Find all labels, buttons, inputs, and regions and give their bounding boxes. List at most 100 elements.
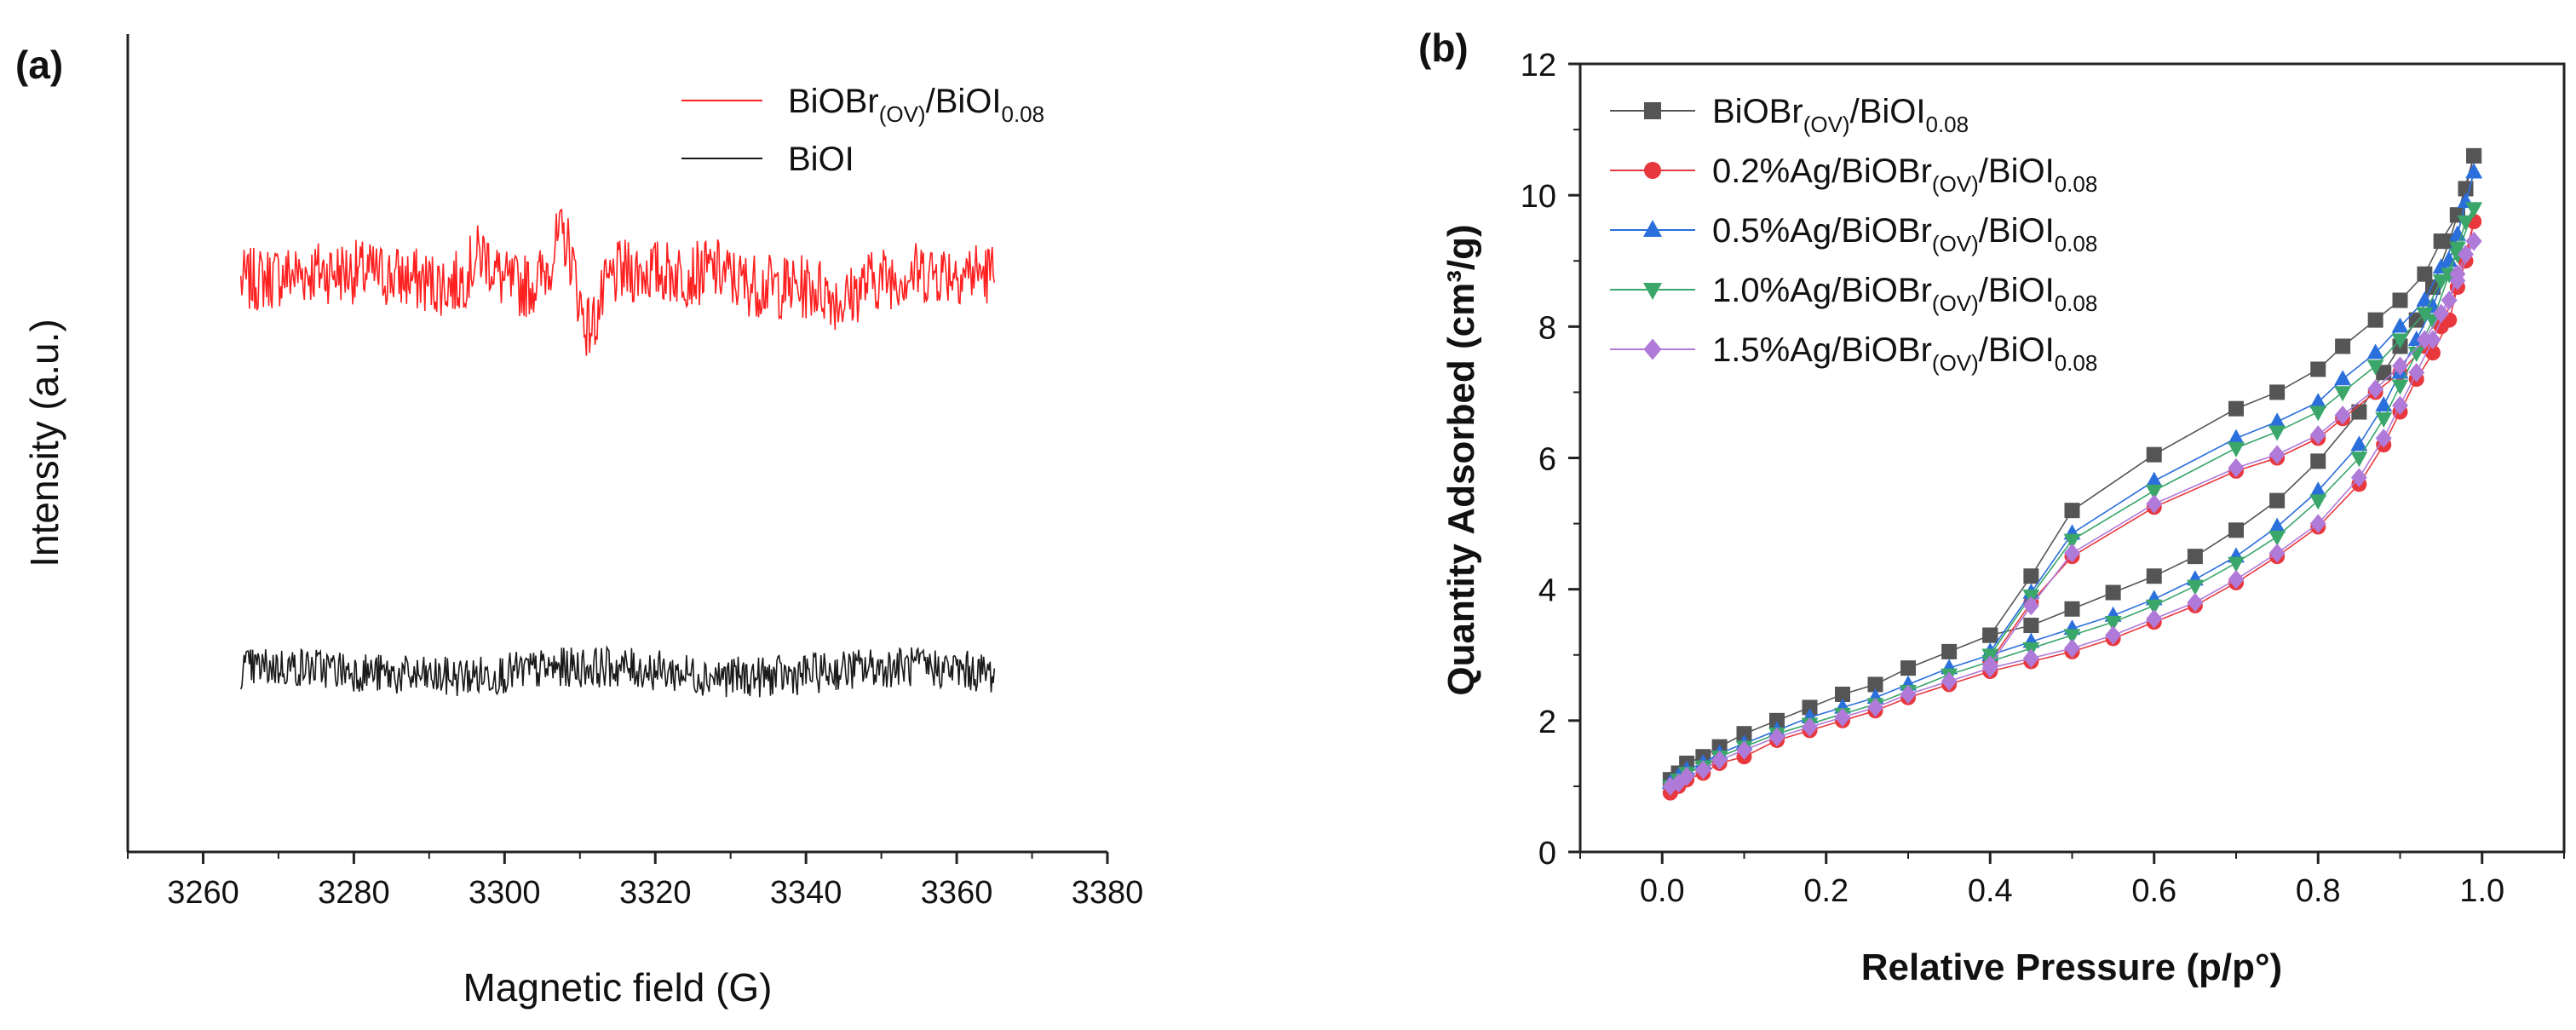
- panel-b-x-tick-label: 1.0: [2459, 873, 2504, 909]
- panel-b-data-point: [1941, 643, 1958, 659]
- panel-b-data-point: [1802, 699, 1818, 716]
- panel-b-data-point: [2145, 471, 2163, 487]
- panel-b-legend-label: 0.2%Ag/BiOBr(OV)/BiOI0.08: [1712, 152, 2097, 197]
- panel-b-series-0: [1662, 147, 2482, 788]
- panel-a-label: (a): [15, 43, 63, 87]
- panel-b-y-tick-label: 6: [1538, 442, 1556, 478]
- panel-b-data-point: [1694, 760, 1711, 780]
- panel-b-data-point: [1900, 684, 1917, 705]
- panel-b-data-point: [2441, 291, 2458, 310]
- panel-b-desorption-line: [1989, 208, 2475, 656]
- panel-a-x-tick-label: 3360: [921, 875, 993, 911]
- panel-b-data-point: [1736, 740, 1752, 760]
- panel-b-data-point: [2023, 618, 2039, 634]
- panel-b-data-point: [2334, 406, 2351, 425]
- panel-b-data-point: [2146, 568, 2162, 584]
- panel-b-data-point: [2432, 274, 2450, 291]
- panel-b-data-point: [2268, 517, 2286, 533]
- panel-b-data-point: [1802, 717, 1818, 737]
- panel-b-data-point: [2375, 412, 2393, 429]
- panel-b-x-tick-label: 0.0: [1640, 873, 1685, 909]
- panel-a-x-tick-label: 3280: [318, 875, 390, 911]
- panel-b-data-point: [2458, 245, 2474, 264]
- panel-b-data-point: [2186, 579, 2204, 596]
- panel-a-legend-label: BiOBr(OV)/BiOI0.08: [788, 83, 1044, 127]
- panel-b-data-point: [2408, 312, 2424, 328]
- panel-a-x-ticks: 3260 3280 3300 3320 3340 3360 3380: [127, 852, 1144, 911]
- panel-b-legend-label: 1.0%Ag/BiOBr(OV)/BiOI0.08: [1712, 272, 2097, 316]
- panel-b-y-ticks: 0 2 4 6 8 10 12: [1521, 48, 1580, 872]
- panel-b-data-point: [2104, 616, 2122, 632]
- panel-b: (b) 0.0 0.2 0.4 0.6 0.8 1.0 0 2 4 6 8 10 12 Relativ…: [1418, 26, 2566, 988]
- panel-b-data-point: [1941, 671, 1958, 691]
- panel-b-data-point: [2375, 396, 2393, 412]
- panel-b-data-point: [2391, 333, 2409, 349]
- panel-b-data-point: [2105, 584, 2121, 601]
- panel-b-series: [1661, 147, 2483, 801]
- panel-b-data-point: [2023, 568, 2039, 584]
- panel-a-x-tick-label: 3260: [167, 875, 239, 911]
- panel-b-data-point: [2146, 494, 2163, 514]
- panel-b-data-point: [2448, 225, 2466, 241]
- panel-b-legend-marker: [1644, 102, 1661, 119]
- panel-a-legend-label: BiOI: [788, 141, 854, 178]
- panel-b-legend-marker: [1643, 283, 1662, 300]
- panel-b-data-point: [2391, 317, 2409, 333]
- panel-b-legend-marker: [1643, 220, 1662, 237]
- panel-b-data-point: [2458, 181, 2474, 197]
- panel-b-data-point: [1835, 687, 1850, 702]
- panel-b-data-point: [2335, 338, 2351, 354]
- panel-b-data-point: [2392, 395, 2408, 416]
- panel-b-data-point: [1834, 707, 1851, 728]
- panel-b-label: (b): [1418, 26, 1469, 70]
- panel-b-data-point: [2465, 231, 2482, 251]
- panel-b-data-point: [2433, 233, 2449, 250]
- panel-b-data-point: [2268, 530, 2286, 546]
- panel-b-data-point: [2465, 163, 2483, 179]
- panel-b-data-point: [2022, 596, 2039, 616]
- panel-b-data-point: [2063, 629, 2081, 645]
- panel-b-y-tick-label: 0: [1538, 836, 1556, 872]
- panel-b-data-point: [2310, 453, 2326, 469]
- panel-b-data-point: [2064, 503, 2080, 519]
- panel-b-y-tick-label: 2: [1538, 705, 1556, 740]
- panel-b-data-point: [2145, 599, 2163, 615]
- panel-b-data-point: [2309, 425, 2326, 445]
- panel-b-data-point: [2268, 425, 2286, 441]
- panel-b-data-point: [2309, 494, 2327, 510]
- panel-b-data-point: [2228, 522, 2244, 538]
- panel-b-data-point: [2063, 533, 2081, 550]
- panel-b-data-point: [2268, 445, 2286, 464]
- panel-b-legend-label: BiOBr(OV)/BiOI0.08: [1712, 93, 1969, 137]
- panel-a-x-tick-label: 3380: [1072, 875, 1144, 911]
- panel-b-legend-label: 1.5%Ag/BiOBr(OV)/BiOI0.08: [1712, 331, 2097, 376]
- panel-b-x-tick-label: 0.2: [1803, 873, 1849, 909]
- panel-b-data-point: [2350, 435, 2368, 452]
- panel-b-data-point: [2416, 330, 2433, 349]
- panel-a: (a) 3260 3280 3300 3320 3340 3360 3380 Magneti…: [15, 34, 1143, 1010]
- panel-b-data-point: [2424, 330, 2441, 349]
- panel-b-data-point: [2392, 356, 2408, 376]
- panel-b-data-point: [2187, 592, 2204, 613]
- panel-a-y-axis-label: Intensity (a.u.): [22, 319, 66, 567]
- panel-b-data-point: [2367, 379, 2384, 399]
- panel-b-data-point: [1867, 676, 1883, 693]
- panel-b-y-tick-label: 10: [1521, 179, 1556, 215]
- panel-a-x-tick-label: 3340: [770, 875, 842, 911]
- panel-b-data-point: [2145, 484, 2163, 500]
- panel-b-data-point: [1867, 698, 1883, 717]
- panel-b-data-point: [2228, 556, 2245, 573]
- panel-b-data-point: [2416, 291, 2434, 307]
- panel-b-data-point: [1736, 726, 1752, 742]
- panel-b-data-point: [2146, 446, 2162, 463]
- panel-b-y-tick-label: 4: [1538, 573, 1556, 609]
- panel-b-data-point: [2334, 386, 2352, 402]
- panel-b-x-tick-label: 0.4: [1968, 873, 2013, 909]
- panel-b-data-point: [2407, 346, 2425, 362]
- panel-b-data-point: [2433, 303, 2450, 324]
- panel-b-data-point: [2309, 406, 2327, 422]
- panel-b-x-tick-label: 0.6: [2131, 873, 2176, 909]
- panel-b-legend: BiOBr(OV)/BiOI0.08 0.2%Ag/BiOBr(OV)/BiOI0…: [1610, 93, 2097, 376]
- panel-b-data-point: [1711, 750, 1728, 770]
- panel-b-data-point: [2366, 343, 2384, 360]
